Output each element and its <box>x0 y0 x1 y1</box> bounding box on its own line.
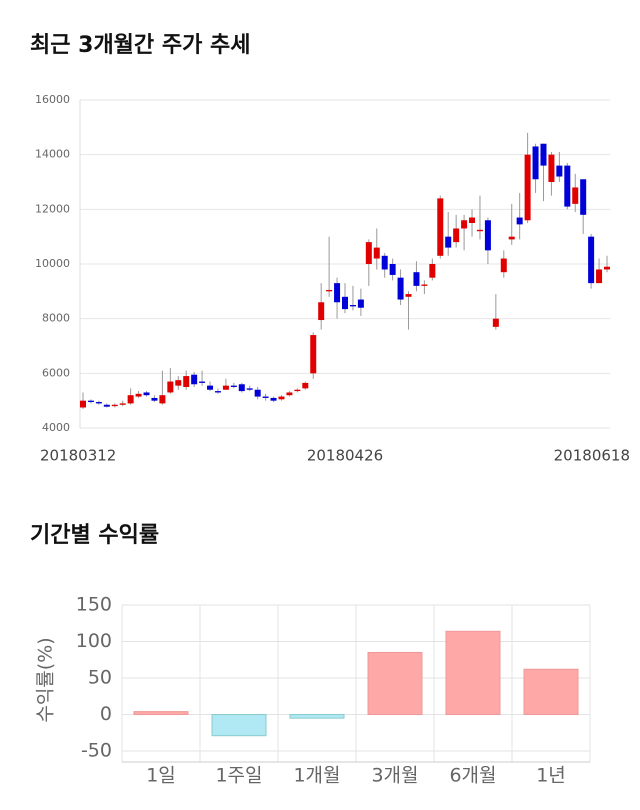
candle-body <box>95 402 102 404</box>
candle-body <box>230 385 237 387</box>
x-tick-label: 3개월 <box>371 765 418 787</box>
candle-body <box>167 381 174 393</box>
candle-body <box>80 400 86 408</box>
y-tick-label: 50 <box>88 667 112 689</box>
x-tick-label: 20180426 <box>307 447 383 465</box>
candle-body <box>246 388 253 390</box>
x-tick-label: 1개월 <box>293 765 340 787</box>
candle-body <box>532 146 539 180</box>
candle-body <box>262 396 269 398</box>
candle-body <box>183 376 190 387</box>
candle-body <box>151 397 158 401</box>
candle-body <box>373 247 380 259</box>
candle-body <box>469 217 476 223</box>
y-tick-label: 0 <box>100 703 112 725</box>
candle-body <box>564 165 571 207</box>
candle-body <box>254 389 261 397</box>
candle-body <box>191 374 198 385</box>
candle-body <box>588 236 595 284</box>
candle-body <box>310 335 317 374</box>
candle-body <box>214 391 221 393</box>
y-tick-label: 100 <box>76 630 112 652</box>
candle-body <box>326 289 333 292</box>
candle-body <box>516 217 523 225</box>
y-tick-label: 4000 <box>42 421 70 434</box>
x-tick-label: 20180618 <box>554 447 630 465</box>
candle-body <box>484 220 491 251</box>
y-tick-label: 6000 <box>42 366 70 379</box>
candle-body <box>342 296 348 310</box>
candle-body <box>286 392 293 396</box>
candle-body <box>334 283 341 303</box>
candle-body <box>548 154 555 182</box>
candle-body <box>135 393 142 397</box>
candle-body <box>103 404 110 407</box>
candle-body <box>492 318 499 327</box>
candle-body <box>143 392 150 396</box>
candle-body <box>199 381 206 383</box>
candle-body <box>175 380 182 386</box>
candle-body <box>302 382 309 389</box>
bar <box>445 630 501 716</box>
candle-body <box>397 277 404 300</box>
candle-body <box>604 266 610 270</box>
candle-body <box>405 294 412 297</box>
y-tick-label: 8000 <box>42 312 70 325</box>
y-tick-label: 14000 <box>35 148 70 161</box>
candle-body <box>508 236 515 240</box>
bar <box>133 711 189 716</box>
candle-body <box>461 220 468 229</box>
candle-body <box>357 299 364 308</box>
candle-body <box>556 165 563 177</box>
candle-body <box>111 404 118 407</box>
chart-title: 최근 3개월간 주가 추세 <box>30 33 250 58</box>
candle-body <box>318 302 325 321</box>
candle-body <box>207 385 214 390</box>
candle-body <box>421 284 428 286</box>
x-tick-label: 20180312 <box>40 447 116 465</box>
candle-body <box>540 143 547 166</box>
x-tick-label: 1일 <box>146 765 176 787</box>
candle-body <box>381 255 388 270</box>
bar <box>523 668 579 716</box>
candle-body <box>572 187 579 204</box>
bar <box>367 651 423 716</box>
candle-body <box>413 272 420 286</box>
candle-body <box>445 236 452 248</box>
candle-body <box>596 269 603 284</box>
y-tick-label: 10000 <box>35 257 70 270</box>
candle-body <box>429 264 436 278</box>
candle-body <box>159 395 166 404</box>
y-tick-label: 150 <box>76 594 112 616</box>
candle-body <box>389 264 396 275</box>
y-tick-label: -50 <box>81 740 112 762</box>
candle-body <box>580 179 587 215</box>
candle-body <box>127 395 134 404</box>
chart-title: 기간별 수익률 <box>30 523 159 548</box>
candle-body <box>476 229 483 232</box>
candle-body <box>270 397 277 401</box>
candle-body <box>238 384 245 392</box>
bar <box>289 714 345 719</box>
candle-body <box>119 403 126 405</box>
candle-body <box>500 258 507 273</box>
candle-body <box>437 198 444 256</box>
bar <box>211 714 267 737</box>
y-tick-label: 12000 <box>35 202 70 215</box>
candle-body <box>453 228 460 243</box>
candle-body <box>349 305 356 307</box>
x-tick-label: 6개월 <box>449 765 496 787</box>
y-tick-label: 16000 <box>35 93 70 106</box>
candle-body <box>278 396 285 400</box>
x-tick-label: 1년 <box>536 765 566 787</box>
y-axis-label: 수익률(%) <box>35 637 57 722</box>
candle-body <box>87 400 94 403</box>
candle-body <box>222 385 229 390</box>
x-tick-label: 1주일 <box>215 765 262 787</box>
candle-body <box>365 242 372 264</box>
candle-body <box>524 154 531 221</box>
candle-body <box>294 389 301 392</box>
